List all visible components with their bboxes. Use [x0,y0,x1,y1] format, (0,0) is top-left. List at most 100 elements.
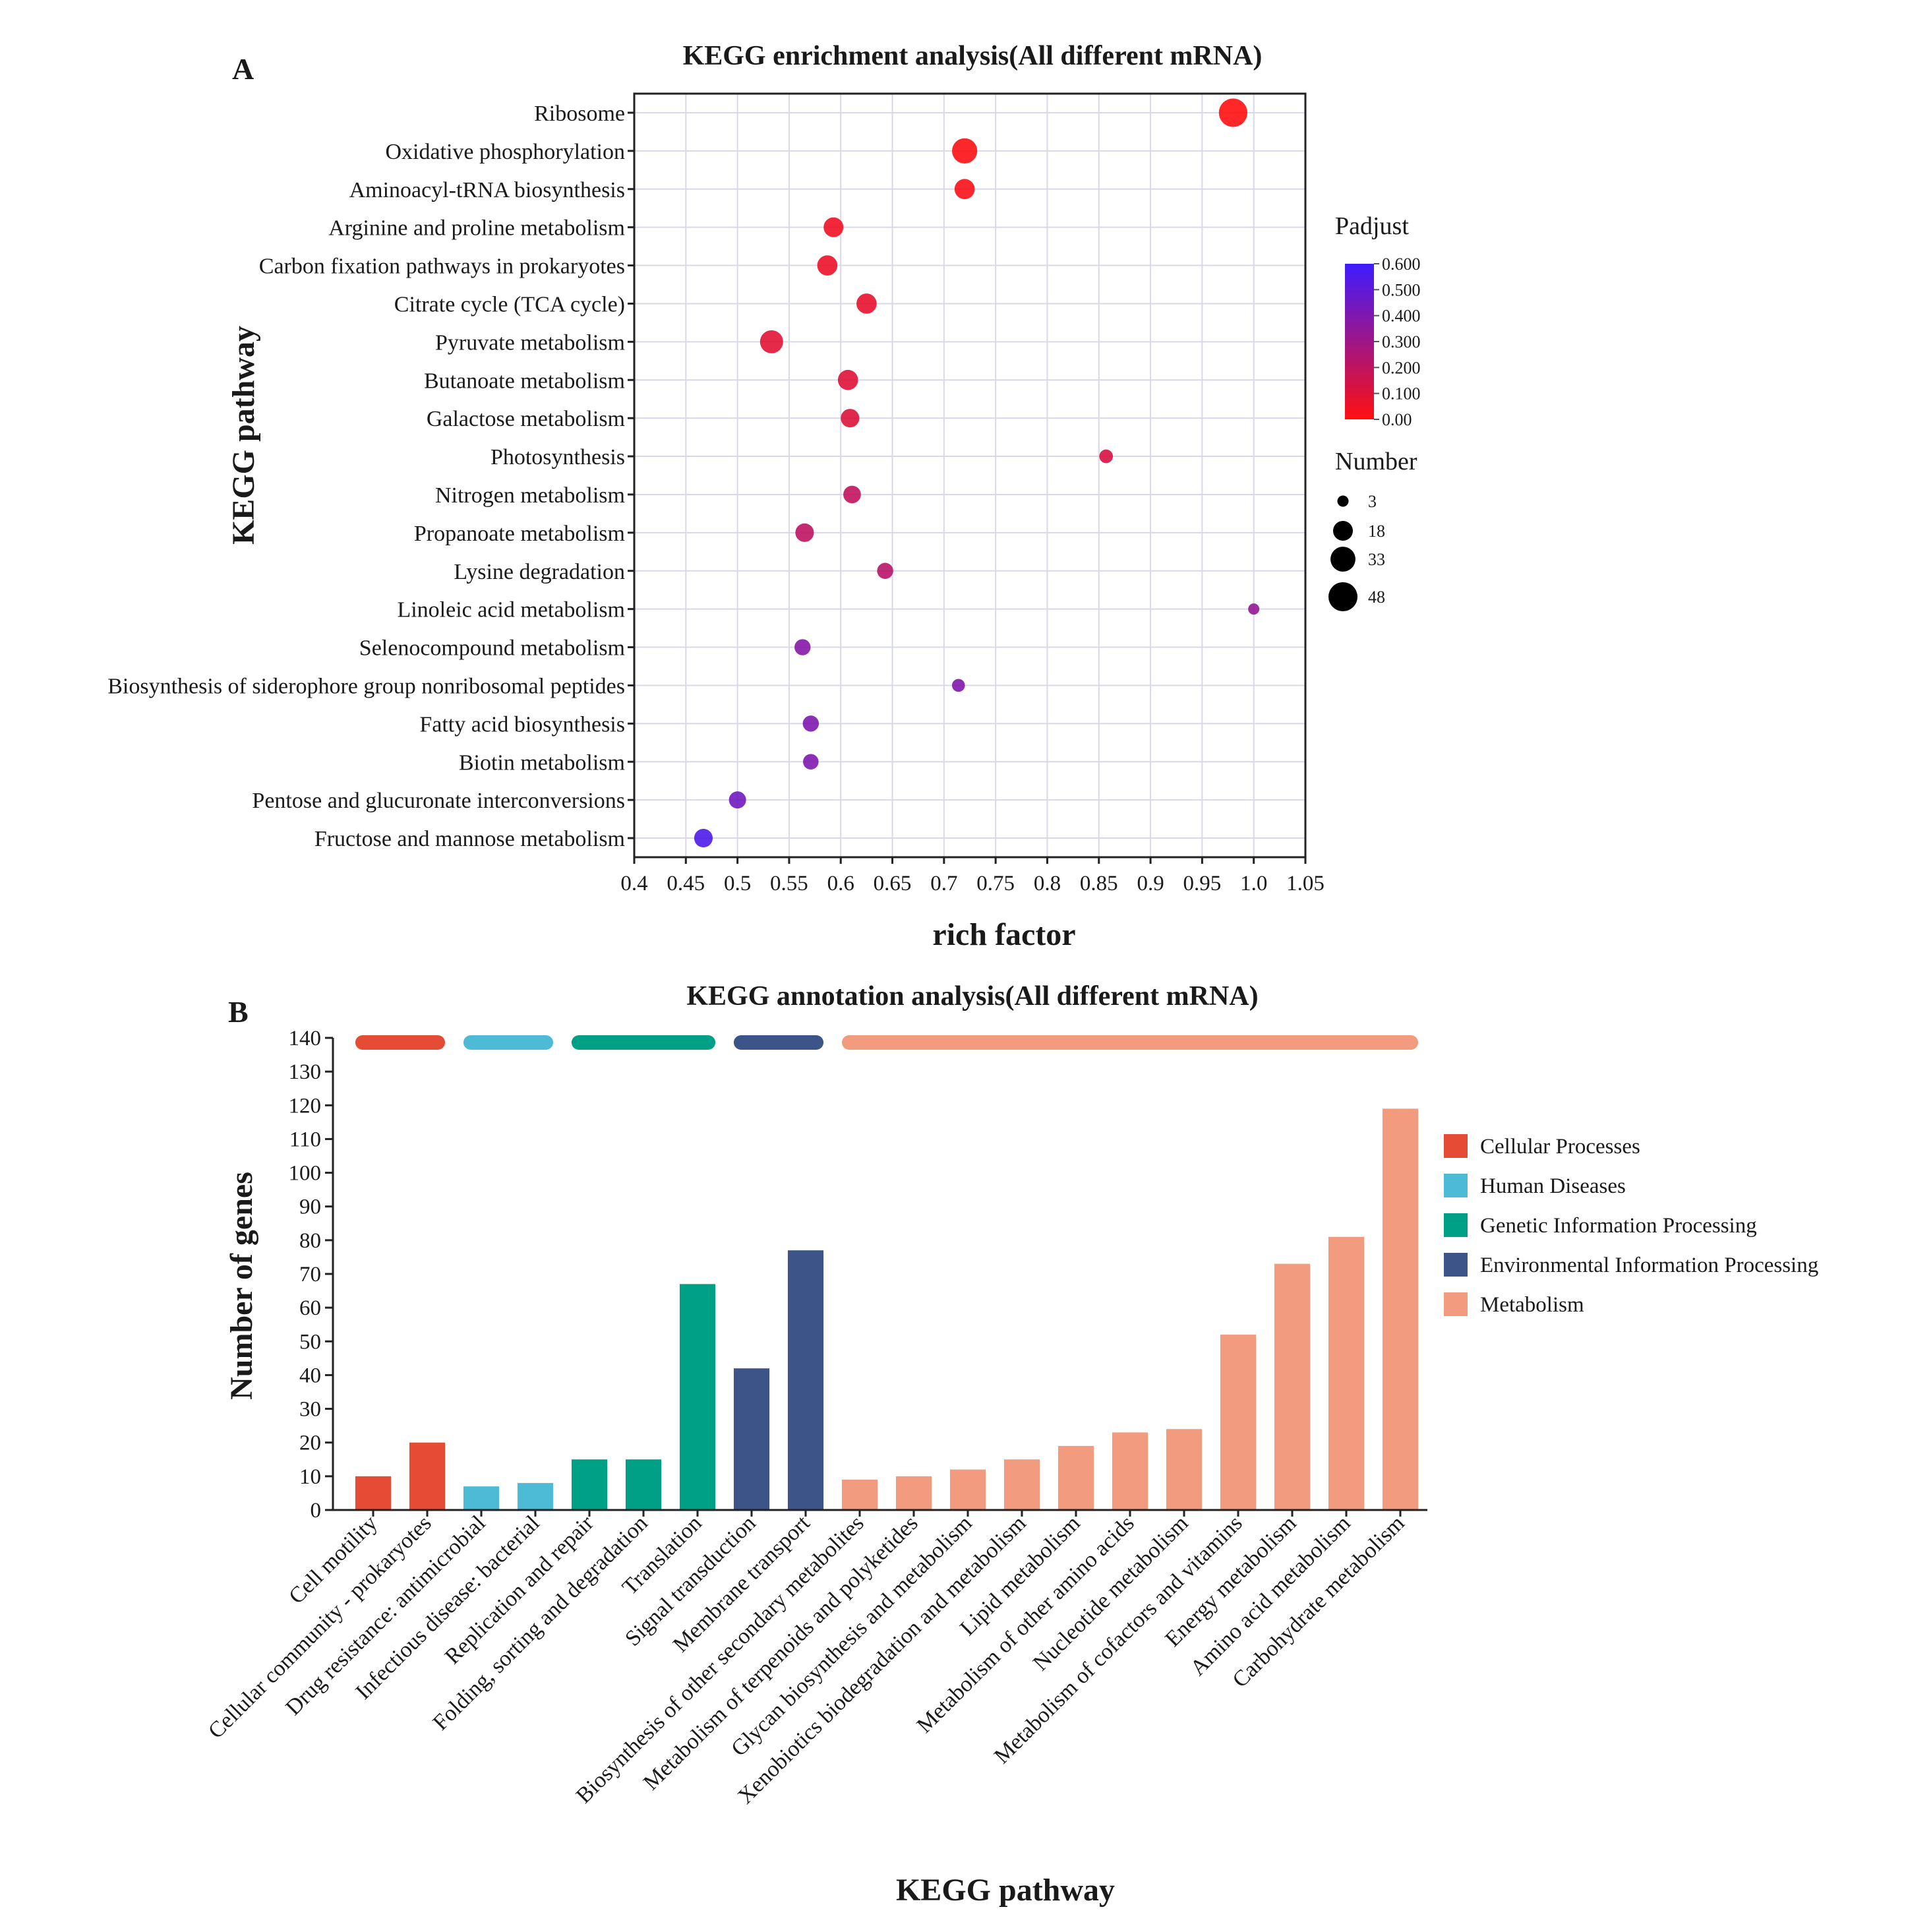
a-x-tick-label: 0.75 [976,872,1015,895]
a-pathway-label: Galactose metabolism [427,407,625,431]
a-point [729,791,746,809]
b-y-tick-label: 40 [299,1364,321,1387]
a-x-tick-label: 0.55 [770,872,808,895]
panel-b-group-indicators [355,1035,1419,1050]
b-legend-swatch [1444,1213,1468,1237]
padjust-color-bar [1345,264,1374,419]
a-x-tick-label: 0.6 [827,872,854,895]
a-point [795,523,814,542]
number-legend-items: 3 18 33 48 [1328,492,1385,611]
a-x-tick-label: 0.7 [930,872,957,895]
padjust-label: 0.00 [1382,410,1412,429]
b-bar [1328,1236,1365,1510]
b-bar [679,1284,716,1510]
b-legend-swatch [1444,1292,1468,1316]
padjust-legend-title: Padjust [1335,212,1409,240]
panel-b-legend: Cellular Processes Human Diseases Genetic … [1444,1134,1818,1317]
a-x-tick-label: 0.45 [667,872,705,895]
panel-b-bar-chart: B KEGG annotation analysis(All different… [204,981,1818,1908]
a-pathway-label: Selenocompound metabolism [359,636,625,661]
a-pathway-label: Biotin metabolism [459,750,625,775]
b-bar [1382,1108,1419,1510]
a-x-tick-label: 1.0 [1240,872,1267,895]
b-legend-swatch [1444,1134,1468,1158]
b-legend-swatch [1444,1253,1468,1277]
padjust-label: 0.500 [1382,280,1421,299]
b-bar [1003,1459,1040,1510]
b-y-tick-label: 10 [299,1465,321,1489]
b-legend-label: Environmental Information Processing [1480,1253,1818,1277]
panel-b-letter: B [228,995,249,1029]
number-legend-label: 3 [1368,492,1377,511]
panel-b-y-axis-title: Number of genes [224,1172,259,1400]
number-legend: Number 3 18 33 48 [1328,448,1417,611]
b-bar [949,1469,986,1510]
b-bar [841,1479,878,1510]
padjust-label: 0.400 [1382,307,1421,326]
a-pathway-label: Propanoate metabolism [414,522,625,546]
b-legend-label: Metabolism [1480,1293,1584,1317]
panel-a-title: KEGG enrichment analysis(All different m… [683,41,1263,71]
a-point [817,255,838,276]
b-y-tick-label: 70 [299,1263,321,1286]
b-bar [571,1459,608,1510]
a-x-tick-label: 0.85 [1080,872,1118,895]
b-group-indicator [355,1035,446,1050]
panel-a-letter: A [232,52,254,86]
b-bar [1166,1429,1203,1510]
a-point [1248,603,1260,615]
panel-a-y-tick-labels: Ribosome Oxidative phosphorylation Aminoac… [107,102,634,851]
a-pathway-label: Lysine degradation [454,560,625,584]
a-point [843,485,861,504]
number-legend-label: 33 [1368,550,1385,569]
a-point [837,369,858,390]
padjust-label: 0.100 [1382,384,1421,404]
a-point [951,679,965,692]
a-point [794,639,811,655]
b-y-tick-label: 140 [289,1027,322,1050]
panel-b-y-axis: 0 10 20 30 40 50 60 70 80 90 100 110 120 130 140 [289,1027,333,1523]
b-y-tick-label: 30 [299,1398,321,1422]
a-point [1218,98,1247,127]
b-y-tick-label: 90 [299,1195,321,1219]
panel-a-points [694,98,1260,848]
a-x-tick-label: 0.8 [1034,872,1061,895]
panel-a-y-axis-title: KEGG pathway [226,326,261,545]
a-pathway-label: Fatty acid biosynthesis [419,712,625,737]
a-point [1099,449,1114,464]
b-category-label: Cellular community - prokaryotes [204,1511,436,1743]
a-pathway-label: Nitrogen metabolism [435,483,625,508]
a-point [802,715,819,732]
b-legend-label: Cellular Processes [1480,1135,1640,1159]
a-point [759,330,783,353]
b-group-indicator [733,1035,824,1050]
a-point [952,138,978,164]
a-pathway-label: Citrate cycle (TCA cycle) [394,292,625,317]
b-y-tick-label: 80 [299,1229,321,1253]
a-point [823,217,844,237]
a-x-tick-label: 1.05 [1286,872,1325,895]
a-x-tick-label: 0.4 [620,872,647,895]
panel-b-title: KEGG annotation analysis(All different m… [686,981,1258,1011]
a-pathway-label: Ribosome [534,102,625,126]
b-y-tick-label: 50 [299,1330,321,1354]
a-pathway-label: Carbon fixation pathways in prokaryotes [259,255,625,279]
b-group-indicator [571,1035,716,1050]
a-pathway-label: Pyruvate metabolism [435,330,625,355]
b-group-indicator [463,1035,554,1050]
a-point [856,293,877,314]
b-bar [625,1459,662,1510]
a-point [694,828,713,848]
b-bar [1057,1445,1094,1510]
b-bar [733,1368,770,1510]
a-pathway-label: Linoleic acid metabolism [397,598,625,622]
b-bar [787,1250,824,1510]
b-legend-label: Genetic Information Processing [1480,1214,1757,1238]
number-legend-label: 48 [1368,588,1385,607]
b-legend-swatch [1444,1174,1468,1197]
panel-a-x-axis-title: rich factor [932,917,1075,952]
padjust-label: 0.300 [1382,332,1421,351]
b-y-tick-label: 100 [289,1162,322,1186]
